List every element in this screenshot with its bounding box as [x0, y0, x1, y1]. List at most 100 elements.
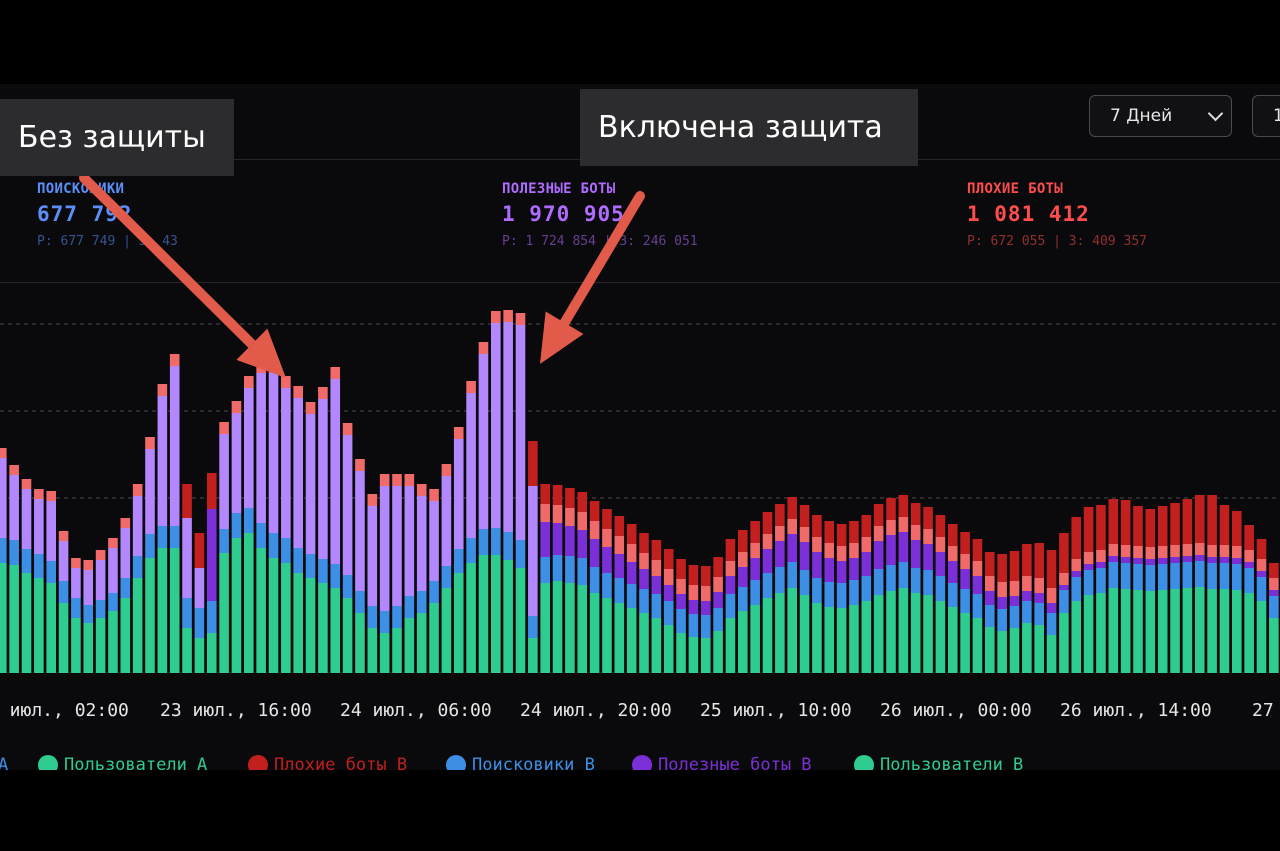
bar-segment-good	[145, 449, 155, 534]
bar-segment-good_b	[589, 539, 600, 567]
secondary-select[interactable]: 1	[1252, 95, 1280, 137]
bar-segment-good_b	[972, 576, 983, 594]
bar-segment-search	[182, 598, 192, 628]
bar-segment-good_b	[1256, 571, 1267, 577]
bar-segment-users	[923, 595, 933, 673]
legend-item[interactable]: Пользователи А	[38, 755, 207, 773]
bar-segment-good_b	[812, 552, 822, 578]
bar-segment-bad_b	[651, 540, 662, 560]
bar-segment-bad	[9, 465, 19, 475]
bar-segment-search	[589, 567, 600, 593]
legend-item[interactable]: Полезные боты В	[632, 755, 812, 773]
bar-segment-good_b	[1009, 596, 1020, 606]
bar-segment-bad	[515, 313, 526, 325]
legend-label: Поисковики В	[472, 755, 595, 773]
bar-segment-good	[9, 475, 19, 540]
bar-segment-search	[1256, 577, 1267, 601]
bar-segment-bad_b	[1108, 499, 1119, 544]
arrow-head-icon	[540, 311, 584, 364]
bar-segment-bad	[416, 484, 427, 496]
bar-segment-search	[972, 594, 983, 618]
bar-segment-bad_b	[552, 485, 563, 505]
legend-item[interactable]: Поисковики В	[446, 755, 595, 773]
bar-segment-bad	[491, 311, 501, 323]
bar-segment-bad	[577, 512, 588, 530]
bar-segment-bad	[886, 520, 896, 535]
bar-segment-bad	[441, 464, 452, 476]
bar-segment-bad	[120, 518, 131, 528]
bar-segment-good	[429, 501, 439, 581]
bar-segment-bad	[244, 376, 254, 388]
x-tick-label: 23 июл., 16:00	[160, 700, 312, 721]
bar-segment-bad	[1256, 559, 1267, 571]
bar-segment-search	[281, 538, 291, 563]
stat-value: 1 970 905	[502, 202, 625, 226]
bar-segment-good	[404, 486, 415, 596]
legend-label: Полезные боты В	[658, 755, 812, 773]
bar-segment-users	[1046, 635, 1057, 673]
bar-segment-good	[169, 366, 180, 526]
bar-segment-good	[58, 541, 69, 581]
bar-segment-search	[836, 583, 847, 608]
bar-segment-bad_b	[1145, 509, 1156, 547]
bar-segment-bad_b	[849, 521, 859, 543]
bar-segment-bad	[812, 537, 822, 552]
bar-segment-search	[713, 608, 723, 631]
legend-item[interactable]: Пользователи В	[854, 755, 1023, 773]
bar-segment-good_b	[651, 576, 662, 594]
bar-segment-users	[515, 568, 526, 673]
bar-segment-good	[157, 396, 168, 526]
bar-segment-users	[1170, 589, 1180, 673]
bar-segment-search	[231, 513, 242, 538]
stat-bad-bots: ПЛОХИЕ БОТЫ 1 081 412 Р: 672 055 | З: 40…	[967, 181, 1147, 249]
bar-segment-users	[416, 613, 427, 673]
bar-segment-users	[478, 555, 489, 673]
bar-segment-users	[528, 638, 538, 673]
bar-segment-good_b	[947, 561, 958, 583]
bar-segment-search	[379, 611, 390, 633]
bar-segment-bad	[1108, 544, 1119, 556]
bar-segment-good_b	[836, 561, 847, 583]
bar-segment-bad	[713, 577, 723, 592]
bar-segment-users	[256, 548, 266, 673]
bar-segment-bad_b	[639, 533, 649, 553]
bar-segment-bad_b	[676, 559, 686, 579]
bar-segment-bad	[787, 519, 797, 534]
bar-segment-users	[1133, 590, 1143, 673]
secondary-select-value: 1	[1273, 106, 1280, 126]
bar-segment-search	[824, 582, 835, 607]
bar-segment-bad	[602, 529, 612, 547]
bar-segment-good_b	[1232, 558, 1242, 564]
stat-label: ПОЛЕЗНЫЕ БОТЫ	[502, 181, 616, 197]
bar-segment-bad	[700, 586, 711, 601]
bar-segment-users	[231, 538, 242, 673]
bar-segment-bad_b	[1120, 500, 1131, 545]
bar-segment-search	[293, 548, 303, 573]
bar-segment-bad	[1022, 576, 1032, 591]
legend-item[interactable]: А	[0, 755, 8, 773]
x-tick-label: 24 июл., 06:00	[340, 700, 492, 721]
bar-segment-search	[429, 581, 439, 603]
bar-segment-good_b	[713, 592, 723, 608]
bar-segment-search	[910, 568, 921, 593]
range-select[interactable]: 7 Дней	[1089, 95, 1232, 137]
legend-item[interactable]: Плохие боты В	[248, 755, 407, 773]
bar-segment-good_b	[1120, 557, 1131, 563]
bar-segment-bad	[1157, 546, 1168, 558]
bar-segment-search	[342, 575, 353, 598]
bar-segment-good_b	[985, 591, 995, 605]
bar-segment-bad_b	[688, 565, 699, 585]
bar-segment-good	[21, 489, 32, 549]
bar-segment-users	[676, 633, 686, 673]
bar-segment-search	[441, 566, 452, 588]
bar-segment-bad	[342, 423, 353, 435]
bar-segment-bad_b	[1194, 495, 1205, 543]
bar-segment-search	[46, 561, 56, 583]
bar-segment-good	[95, 560, 106, 600]
bar-segment-bad_b	[738, 530, 748, 552]
bar-segment-search	[0, 538, 7, 563]
bar-segment-good_b	[552, 523, 563, 555]
bar-segment-bad_b	[886, 498, 896, 520]
bar-segment-bad_b	[775, 504, 785, 526]
bar-segment-bad	[1269, 578, 1279, 590]
